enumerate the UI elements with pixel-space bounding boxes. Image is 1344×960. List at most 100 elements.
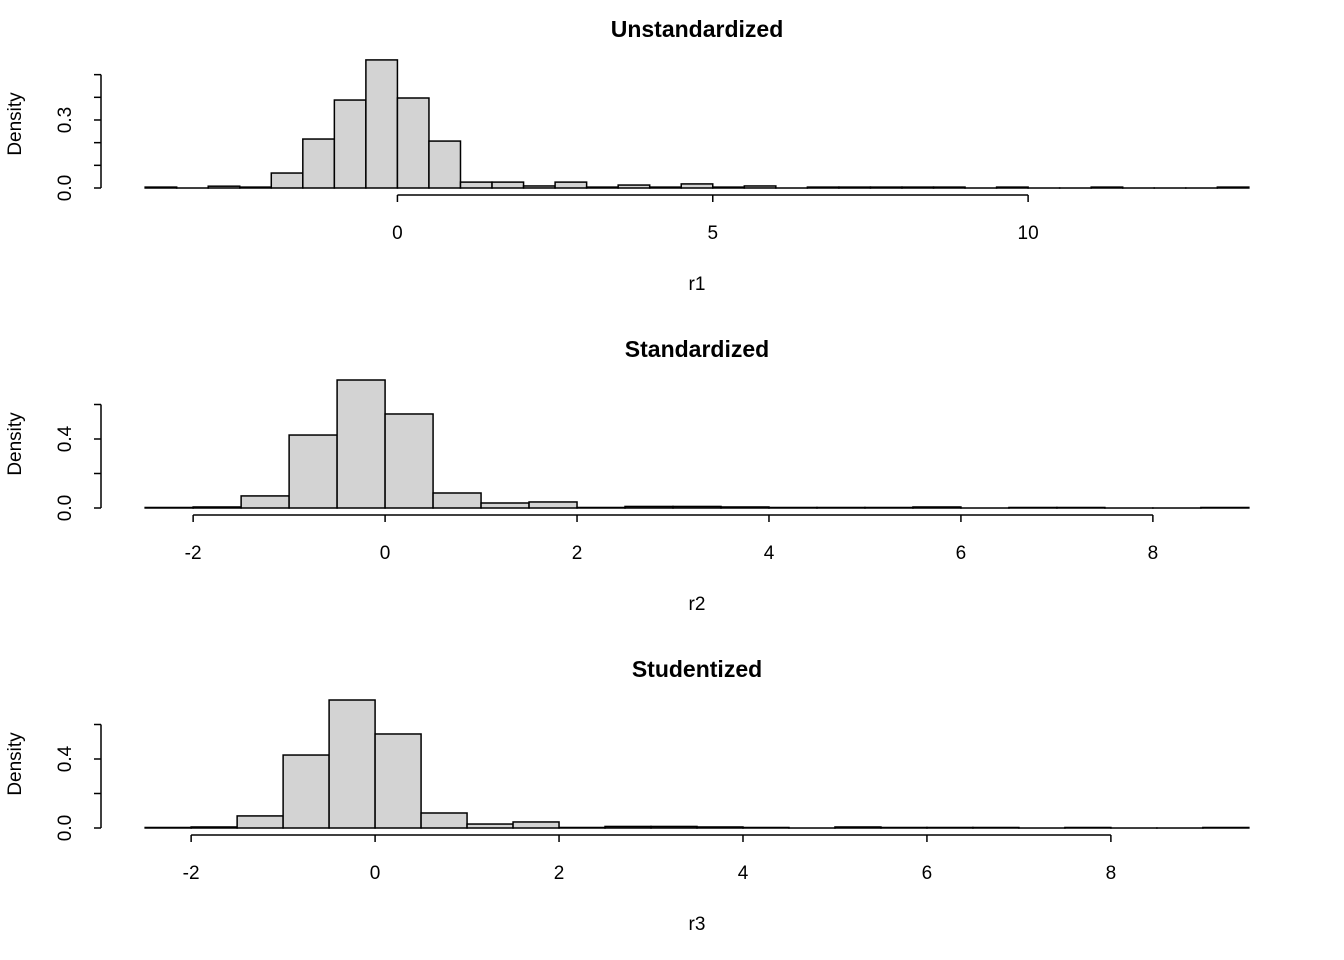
histogram-bar xyxy=(558,826,606,829)
histogram-bar xyxy=(932,186,966,189)
histogram-bar xyxy=(604,825,652,829)
histogram-bar xyxy=(743,185,777,189)
histogram-bar xyxy=(239,186,273,189)
histogram-bar xyxy=(742,826,790,829)
histogram-bar xyxy=(522,185,556,189)
chart-title: Standardized xyxy=(625,336,769,362)
histogram-bar xyxy=(432,492,482,509)
histogram-bar xyxy=(1008,506,1058,509)
y-tick-label: 0.0 xyxy=(55,815,76,841)
y-axis-label: Density xyxy=(5,412,26,476)
histogram-bar xyxy=(384,413,434,509)
histogram-bar xyxy=(282,754,330,829)
x-tick-label: 0 xyxy=(380,543,391,564)
x-tick-label: 0 xyxy=(370,863,381,884)
histogram-bar xyxy=(680,183,714,189)
histogram-bar xyxy=(396,97,430,189)
histogram-bar xyxy=(972,826,1020,829)
chart-title: Studentized xyxy=(632,656,762,682)
histogram-bar xyxy=(1202,826,1250,829)
chart-title: Unstandardized xyxy=(611,16,784,42)
panel-standardized: Standardized r2 Density -2 0 2 4 6 8 0.0 0.4 xyxy=(5,336,1250,615)
histogram-bar xyxy=(696,826,744,829)
histogram-bar xyxy=(585,186,619,189)
x-tick-label: 4 xyxy=(738,863,749,884)
histogram-bar xyxy=(207,185,241,189)
histogram-bar xyxy=(768,506,818,509)
histogram-bar xyxy=(816,506,866,509)
histogram-bar xyxy=(328,699,376,829)
y-tick-label: 0.0 xyxy=(55,495,76,521)
y-axis-label: Density xyxy=(5,92,26,156)
histogram-bar xyxy=(288,434,338,509)
x-tick-label: 2 xyxy=(554,863,565,884)
x-tick-label: 6 xyxy=(922,863,933,884)
histogram-bar xyxy=(236,815,284,829)
histogram-bar xyxy=(1064,826,1112,829)
histogram-bar xyxy=(428,140,462,189)
histogram-bar xyxy=(838,186,872,189)
histogram-bar xyxy=(480,502,530,509)
histogram-bar xyxy=(336,379,386,509)
histogram-bar xyxy=(144,186,178,189)
x-tick-label: 8 xyxy=(1106,863,1117,884)
histogram-bar xyxy=(459,181,493,189)
y-axis-label: Density xyxy=(5,732,26,796)
histogram-bar xyxy=(912,506,962,509)
histogram-bar xyxy=(144,506,194,509)
histogram-bar xyxy=(192,506,242,509)
histogram-bar xyxy=(624,505,674,509)
histogram-bar xyxy=(144,826,192,829)
histogram-bar xyxy=(720,506,770,509)
histogram-bar xyxy=(995,186,1029,189)
x-tick-label: -2 xyxy=(185,543,202,564)
histogram-bar xyxy=(512,821,560,829)
histogram-bar xyxy=(365,59,399,189)
histogram-bar xyxy=(1090,186,1124,189)
x-tick-label: 6 xyxy=(956,543,967,564)
histogram-bar xyxy=(650,825,698,829)
y-tick-label: 0.4 xyxy=(55,745,76,772)
histogram-bar xyxy=(1216,186,1250,189)
y-tick-label: 0.4 xyxy=(55,425,76,452)
histogram-bar xyxy=(302,138,336,189)
histogram-bar xyxy=(1056,506,1106,509)
histogram-bar xyxy=(528,501,578,509)
y-tick-label: 0.3 xyxy=(55,107,76,133)
histogram-bar xyxy=(554,181,588,189)
histogram-bar xyxy=(1200,506,1250,509)
x-tick-label: 0 xyxy=(392,223,403,244)
x-axis-label: r3 xyxy=(689,914,706,935)
histogram-bar xyxy=(648,186,682,189)
histogram-bar xyxy=(617,184,651,189)
x-tick-label: 4 xyxy=(764,543,775,564)
x-axis-label: r2 xyxy=(689,594,706,615)
x-tick-label: 5 xyxy=(707,223,718,244)
histogram-bar xyxy=(270,172,304,189)
x-tick-label: 2 xyxy=(572,543,583,564)
histogram-bar xyxy=(869,186,903,189)
y-tick-label: 0.0 xyxy=(55,175,76,201)
histogram-bar xyxy=(901,186,935,189)
histogram-bar xyxy=(190,826,238,829)
histogram-bar xyxy=(491,181,525,189)
histogram-bar xyxy=(864,506,914,509)
histogram-bar xyxy=(374,733,422,829)
histogram-bar xyxy=(712,186,746,189)
histogram-bar xyxy=(880,826,928,829)
x-axis-label: r1 xyxy=(689,274,706,295)
histogram-bar xyxy=(806,186,840,189)
histogram-bar xyxy=(926,826,974,829)
histogram-bar xyxy=(240,495,290,509)
histogram-bar xyxy=(672,505,722,509)
x-tick-label: 10 xyxy=(1018,223,1039,244)
histogram-bar xyxy=(466,823,514,829)
x-tick-label: 8 xyxy=(1148,543,1159,564)
histogram-bar xyxy=(834,826,882,829)
histogram-bar xyxy=(576,506,626,509)
panel-unstandardized: Unstandardized r1 Density 0 5 10 0.0 0.3 xyxy=(5,16,1250,295)
histogram-bar xyxy=(333,99,367,189)
histogram-bar xyxy=(420,812,468,829)
panel-studentized: Studentized r3 Density -2 0 2 4 6 8 0.0 0.4 xyxy=(5,656,1250,935)
